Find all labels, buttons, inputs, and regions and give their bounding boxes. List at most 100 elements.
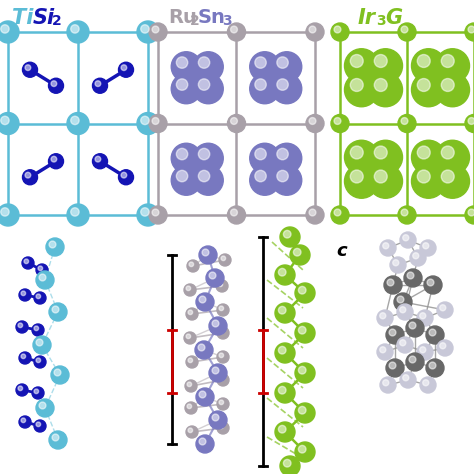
Circle shape xyxy=(36,294,41,299)
Circle shape xyxy=(400,307,406,313)
Circle shape xyxy=(426,326,444,344)
Circle shape xyxy=(275,265,295,285)
Circle shape xyxy=(299,446,306,453)
Circle shape xyxy=(404,269,422,287)
Text: Sn: Sn xyxy=(198,8,226,27)
Circle shape xyxy=(219,329,224,334)
Circle shape xyxy=(401,26,408,33)
Circle shape xyxy=(21,418,26,423)
Circle shape xyxy=(293,248,301,256)
Circle shape xyxy=(32,387,44,399)
Circle shape xyxy=(152,209,159,216)
Circle shape xyxy=(429,329,436,336)
Circle shape xyxy=(121,173,127,178)
Circle shape xyxy=(345,49,379,83)
Circle shape xyxy=(390,257,406,273)
Circle shape xyxy=(374,79,387,91)
Circle shape xyxy=(380,240,396,256)
Circle shape xyxy=(48,78,64,93)
Circle shape xyxy=(419,313,426,319)
Circle shape xyxy=(283,230,291,238)
Circle shape xyxy=(212,414,219,421)
Circle shape xyxy=(345,164,379,198)
Circle shape xyxy=(49,431,67,449)
Circle shape xyxy=(188,310,192,315)
Circle shape xyxy=(219,353,224,357)
Circle shape xyxy=(219,424,224,428)
Circle shape xyxy=(350,170,363,183)
Circle shape xyxy=(309,209,316,216)
Circle shape xyxy=(403,375,409,381)
Circle shape xyxy=(21,291,26,296)
Circle shape xyxy=(22,257,34,269)
Circle shape xyxy=(67,204,89,226)
Circle shape xyxy=(228,115,246,133)
Circle shape xyxy=(36,271,54,289)
Circle shape xyxy=(309,26,316,33)
Circle shape xyxy=(400,340,406,346)
Circle shape xyxy=(368,73,402,107)
Circle shape xyxy=(278,346,286,354)
Circle shape xyxy=(272,143,302,173)
Text: 3: 3 xyxy=(222,14,232,28)
Circle shape xyxy=(228,23,246,41)
Circle shape xyxy=(383,243,389,249)
Text: Si: Si xyxy=(33,8,55,28)
Circle shape xyxy=(437,302,453,318)
Circle shape xyxy=(331,206,349,224)
Circle shape xyxy=(137,112,159,135)
Circle shape xyxy=(272,74,302,104)
Circle shape xyxy=(52,306,59,313)
Circle shape xyxy=(18,323,23,328)
Circle shape xyxy=(36,358,41,363)
Circle shape xyxy=(218,282,223,287)
Circle shape xyxy=(411,73,446,107)
Circle shape xyxy=(436,140,470,174)
Circle shape xyxy=(436,49,470,83)
Circle shape xyxy=(193,143,223,173)
Circle shape xyxy=(419,346,426,353)
Circle shape xyxy=(230,118,237,124)
Circle shape xyxy=(299,286,306,294)
Text: 2: 2 xyxy=(190,14,200,28)
Circle shape xyxy=(186,426,198,438)
Circle shape xyxy=(411,49,446,83)
Circle shape xyxy=(295,283,315,303)
Circle shape xyxy=(334,118,341,124)
Circle shape xyxy=(299,406,306,414)
Text: Ru: Ru xyxy=(168,8,197,27)
Circle shape xyxy=(188,358,192,363)
Circle shape xyxy=(141,116,149,125)
Circle shape xyxy=(230,209,237,216)
Circle shape xyxy=(295,363,315,383)
Circle shape xyxy=(368,164,402,198)
Circle shape xyxy=(306,23,324,41)
Circle shape xyxy=(277,79,288,90)
Circle shape xyxy=(380,377,396,393)
Circle shape xyxy=(400,372,416,388)
Circle shape xyxy=(407,272,414,279)
Circle shape xyxy=(149,115,167,133)
Circle shape xyxy=(137,204,159,226)
Circle shape xyxy=(0,21,19,43)
Circle shape xyxy=(34,292,46,304)
Circle shape xyxy=(49,303,67,321)
Circle shape xyxy=(217,327,229,339)
Circle shape xyxy=(389,362,396,369)
Circle shape xyxy=(250,52,280,82)
Circle shape xyxy=(198,344,205,351)
Text: 3: 3 xyxy=(376,14,386,28)
Circle shape xyxy=(152,118,159,124)
Circle shape xyxy=(36,422,41,427)
Circle shape xyxy=(465,115,474,133)
Circle shape xyxy=(209,364,227,382)
Circle shape xyxy=(409,356,416,363)
Circle shape xyxy=(21,354,26,359)
Circle shape xyxy=(198,57,210,68)
Circle shape xyxy=(417,170,430,183)
Circle shape xyxy=(217,351,229,363)
Circle shape xyxy=(49,241,56,248)
Circle shape xyxy=(198,148,210,160)
Circle shape xyxy=(409,322,416,329)
Circle shape xyxy=(199,296,206,303)
